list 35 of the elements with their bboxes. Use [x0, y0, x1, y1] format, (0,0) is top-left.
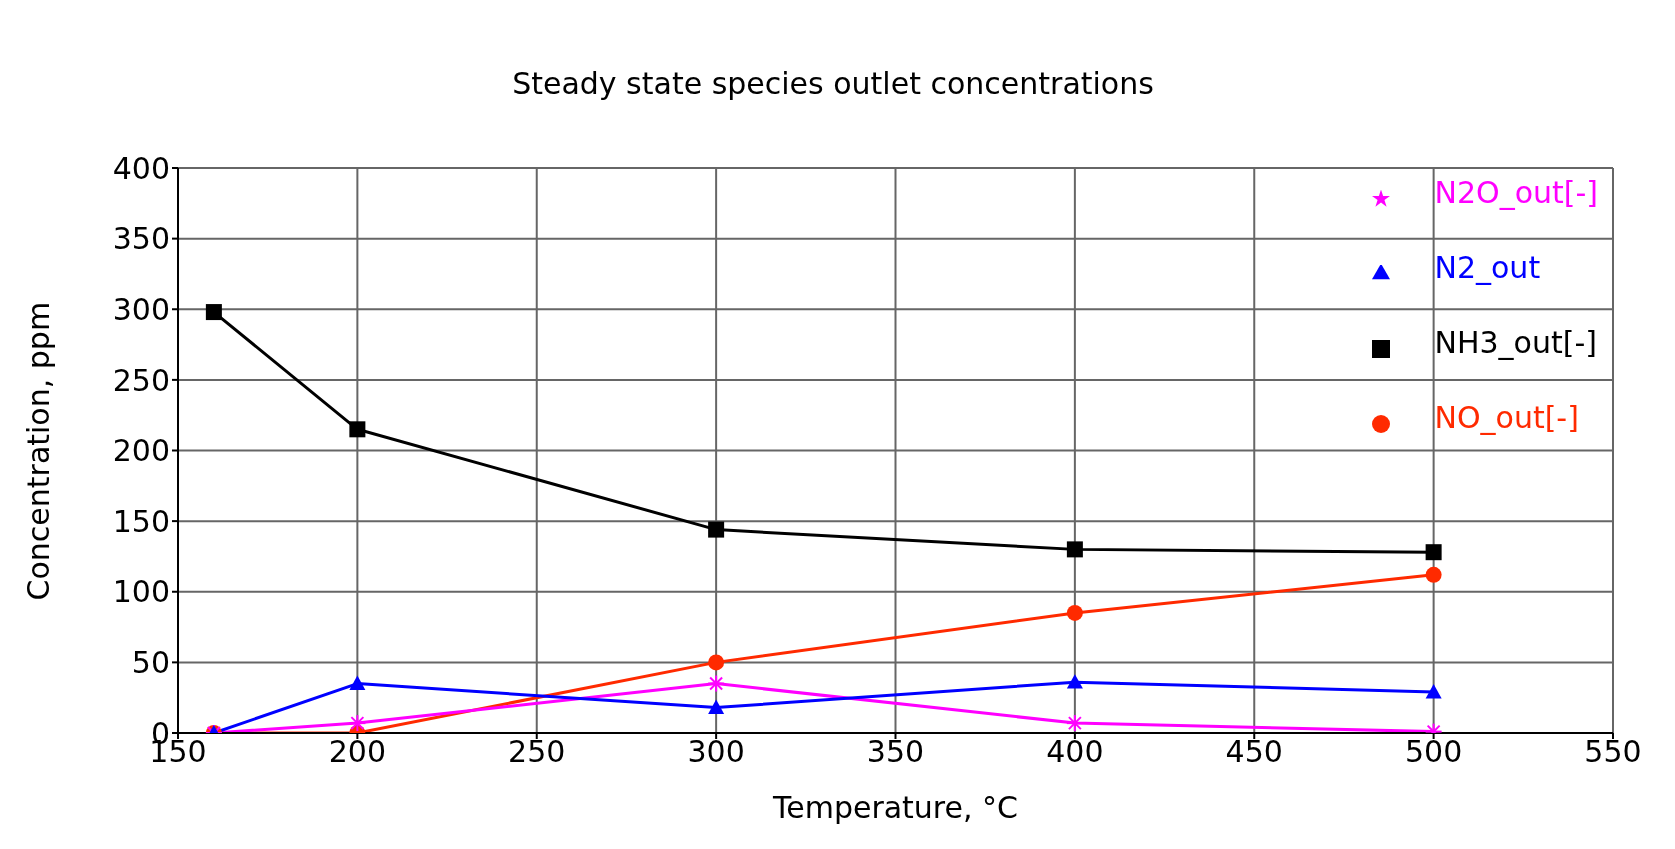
y-tick-label: 250 — [112, 362, 170, 398]
y-tick-label: 150 — [112, 503, 170, 539]
x-axis-title: Temperature, °C — [771, 790, 1019, 825]
x-tick-label: 250 — [508, 734, 566, 770]
point — [1066, 541, 1083, 558]
y-tick-label: 400 — [112, 150, 170, 186]
point — [1425, 544, 1442, 561]
point — [708, 699, 725, 714]
x-tick-label: 500 — [1404, 734, 1463, 770]
x-tick-label: 200 — [328, 734, 387, 770]
x-tick-label: 300 — [687, 734, 745, 770]
legend-label: N2O_out[-] — [1434, 175, 1598, 210]
point — [205, 304, 222, 321]
y-tick-label: 350 — [112, 221, 170, 257]
point — [349, 675, 366, 690]
point — [1425, 566, 1442, 583]
x-tick-label: 400 — [1046, 734, 1104, 770]
legend-label: N2_out — [1434, 250, 1541, 285]
y-tick-label: 200 — [112, 433, 170, 469]
point — [708, 654, 725, 671]
y-tick-label: 50 — [131, 645, 170, 681]
x-tick-label: 450 — [1225, 734, 1283, 770]
point — [1066, 604, 1083, 621]
y-tick-label: 300 — [112, 291, 170, 327]
x-tick-label: 350 — [866, 734, 925, 770]
x-tick-label: 550 — [1584, 734, 1642, 770]
y-tick-label: 100 — [112, 574, 170, 610]
point — [708, 521, 725, 538]
y-axis-title: Concentration, ppm — [20, 301, 56, 601]
chart-title: Steady state species outlet concentrations — [511, 66, 1155, 101]
point — [1066, 674, 1083, 689]
legend-label: NO_out[-] — [1434, 400, 1579, 435]
legend-label: NH3_out[-] — [1434, 325, 1597, 360]
point — [1425, 684, 1442, 699]
point — [349, 421, 366, 438]
